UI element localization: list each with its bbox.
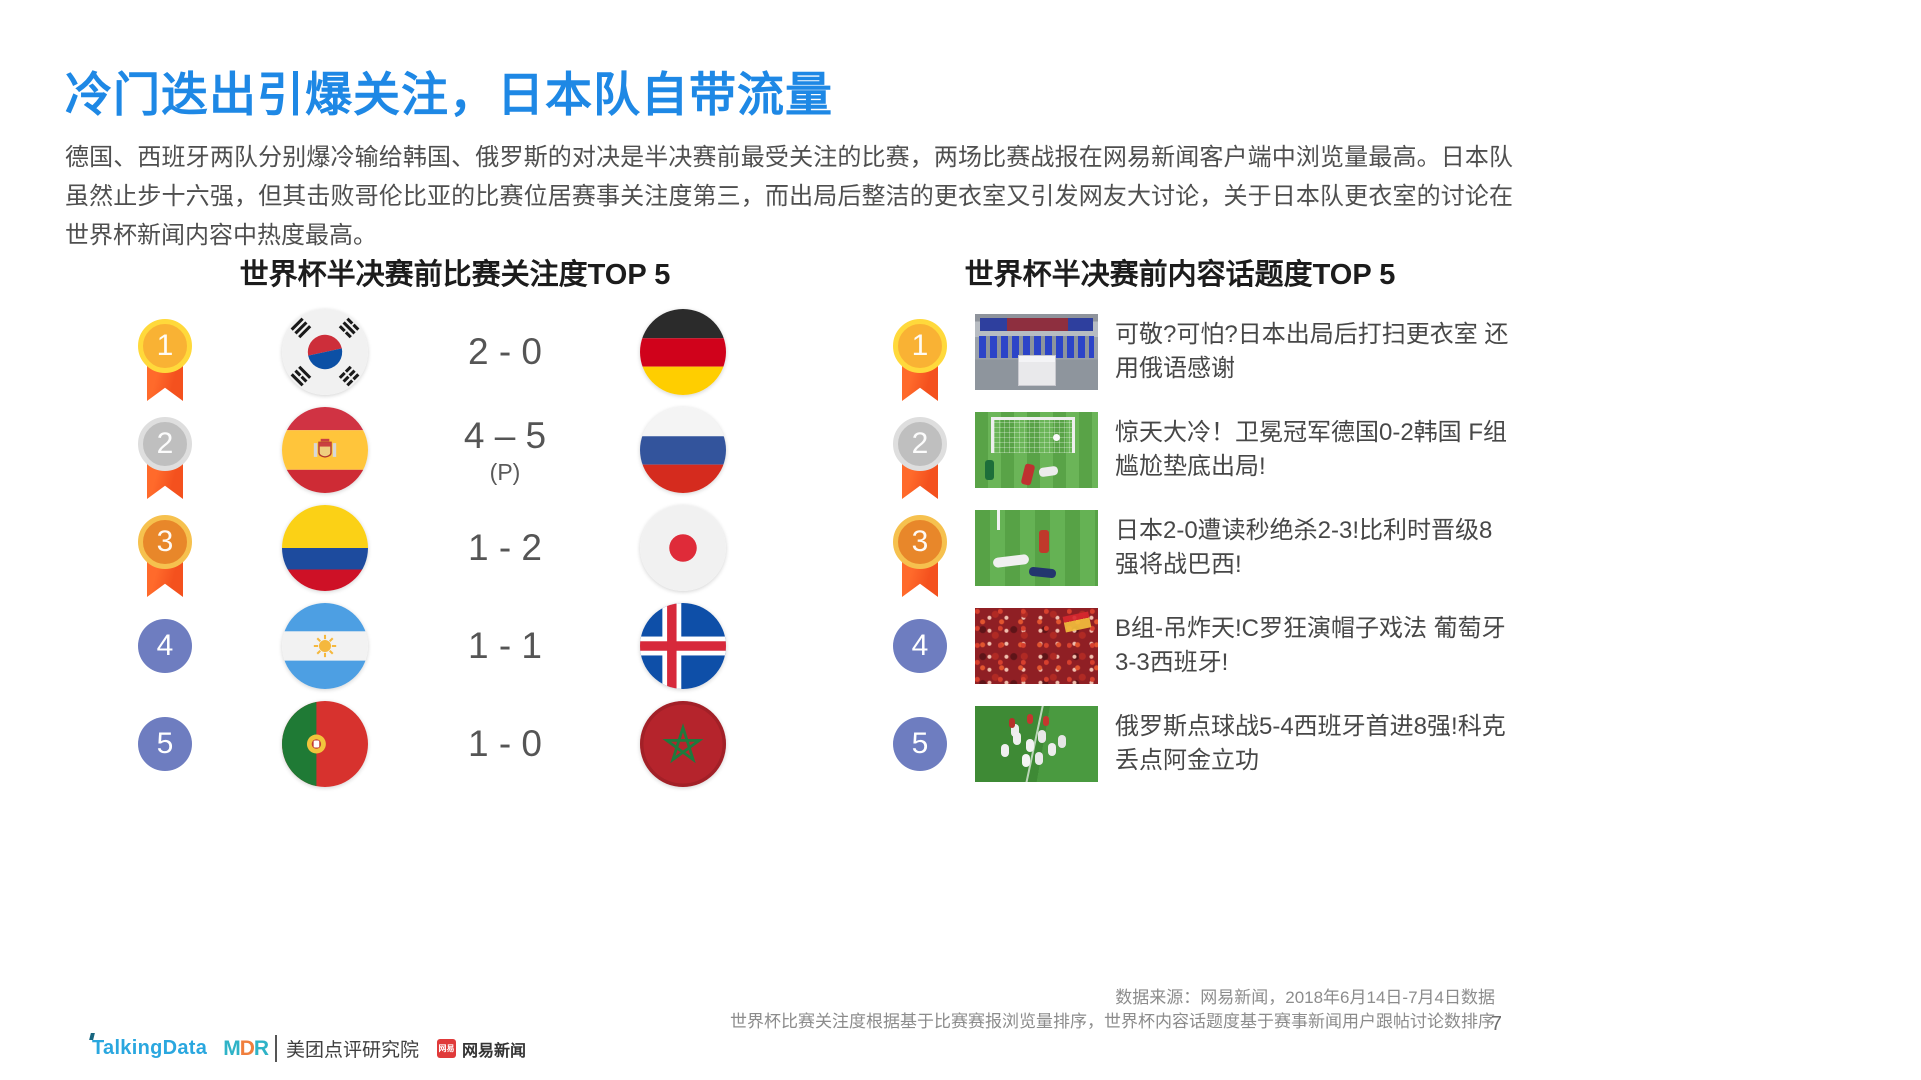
crowd-flag (1062, 611, 1092, 633)
rank-number: 1 (911, 329, 929, 362)
flag-portugal-icon (282, 701, 368, 787)
match-score: 1 - 0 (467, 723, 543, 764)
rank-number: 5 (911, 727, 929, 760)
flag-argentina-icon (282, 603, 368, 689)
news-thumbnail-goal-scene (975, 412, 1098, 488)
news-headline: 惊天大冷！卫冕冠军德国0-2韩国 F组尴尬垫底出局! (1115, 419, 1508, 480)
match-row-5: 5 1 - 0 (105, 695, 805, 793)
topic-row-1: 1 可敬?可怕?日本出局后打扫更衣室 还用俄语感谢 (880, 303, 1560, 401)
rank-number: 1 (156, 329, 174, 362)
news-headline: 可敬?可怕?日本出局后打扫更衣室 还用俄语感谢 (1115, 321, 1509, 382)
locker-table (1018, 355, 1056, 386)
topic-row-2: 2 惊天大冷！卫冕冠军德国0-2韩国 F组尴尬垫底出局! (880, 401, 1560, 499)
soccer-ball-icon (1053, 434, 1060, 441)
flag-spain-icon (282, 407, 368, 493)
news-thumbnail-celebration (975, 706, 1098, 782)
match-row-1: 1 (105, 303, 805, 401)
penalty-note: (P) (489, 458, 521, 485)
topic-row-4: 4 B组-吊炸天!C罗狂演帽子戏法 葡萄牙3-3西班牙! (880, 597, 1560, 695)
rank-badge: 4 (138, 619, 192, 673)
news-headline: 日本2-0遭读秒绝杀2-3!比利时晋级8强将战巴西! (1115, 517, 1493, 578)
gold-medal-icon: 1 (893, 319, 947, 401)
match-score: 2 - 0 (467, 331, 543, 372)
topic-ranking-list: 1 可敬?可怕?日本出局后打扫更衣室 还用俄语感谢 2 (880, 303, 1560, 793)
mdr-logo: MDR (223, 1036, 269, 1060)
topic-panel-title: 世界杯半决赛前内容话题度TOP 5 (964, 259, 1396, 291)
talkingdata-logo: TalkingData (92, 1037, 208, 1059)
match-score: 1 - 1 (467, 625, 543, 666)
news-headline: 俄罗斯点球战5-4西班牙首进8强!科克丢点阿金立功 (1115, 713, 1506, 774)
flag-iceland-icon (639, 603, 726, 689)
page-title: 冷门迭出引爆关注，日本队自带流量 (65, 68, 833, 121)
flag-germany-icon (639, 309, 726, 395)
locker-banner (980, 318, 1093, 331)
data-source-note: 数据来源：网易新闻，2018年6月14日-7月4日数据 世界杯比赛关注度根据基于… (730, 986, 1495, 1034)
news-thumbnail-crowd (975, 608, 1098, 684)
rank-number: 2 (911, 427, 929, 460)
silver-medal-icon: 2 (893, 417, 947, 499)
source-line-1: 数据来源：网易新闻，2018年6月14日-7月4日数据 (1115, 988, 1495, 1007)
match-row-2: 2 4 – 5 (P) (105, 401, 805, 499)
match-row-3: 3 1 - 2 (105, 499, 805, 597)
flag-south-korea-icon (282, 309, 368, 395)
bronze-medal-icon: 3 (138, 515, 192, 597)
rank-number: 3 (911, 525, 929, 558)
match-row-4: 4 1 - 1 (105, 597, 805, 695)
match-score: 1 - 2 (467, 527, 543, 568)
summary-paragraph: 德国、西班牙两队分别爆冷输给韩国、俄罗斯的对决是半决赛前最受关注的比赛，两场比赛… (65, 144, 1513, 249)
rank-badge: 5 (893, 717, 947, 771)
rank-number: 2 (156, 427, 174, 460)
flag-japan-icon (639, 505, 726, 591)
flag-morocco-icon (639, 701, 726, 787)
topic-row-5: 5 俄罗斯点球战5-4西班牙首进8强!科克丢点阿金立功 (880, 695, 1560, 793)
netease-news-logo: 网易新闻 (462, 1042, 527, 1060)
rank-number: 4 (156, 629, 174, 662)
rank-number: 4 (911, 629, 929, 662)
news-thumbnail-players-down (975, 510, 1098, 586)
netease-app-icon: 网易 (437, 1039, 457, 1058)
footer-logos: TalkingData MDR 美团点评研究院 网易 网易新闻 (92, 1035, 526, 1062)
goal-frame (991, 417, 1075, 453)
gold-medal-icon: 1 (138, 319, 192, 401)
news-headline: B组-吊炸天!C罗狂演帽子戏法 葡萄牙3-3西班牙! (1115, 615, 1506, 676)
source-line-2: 世界杯比赛关注度根据基于比赛赛报浏览量排序，世界杯内容话题度基于赛事新闻用户跟帖… (730, 1012, 1495, 1031)
rank-number: 5 (156, 727, 174, 760)
match-score: 4 – 5 (463, 414, 547, 456)
locker-seats (979, 336, 1094, 358)
bronze-medal-icon: 3 (893, 515, 947, 597)
page-number: 7 (1490, 1013, 1502, 1035)
flag-colombia-icon (282, 505, 368, 591)
topic-row-3: 3 日本2-0遭读秒绝杀2-3!比利时晋级8强将战巴西! (880, 499, 1560, 597)
meituan-dianping-institute-logo: 美团点评研究院 (275, 1035, 419, 1062)
match-ranking-list: 1 (105, 303, 805, 793)
rank-number: 3 (156, 525, 174, 558)
news-thumbnail-locker-room (975, 314, 1098, 390)
rank-badge: 5 (138, 717, 192, 771)
flag-russia-icon (639, 407, 726, 493)
silver-medal-icon: 2 (138, 417, 192, 499)
match-panel-title: 世界杯半决赛前比赛关注度TOP 5 (239, 259, 671, 291)
rank-badge: 4 (893, 619, 947, 673)
